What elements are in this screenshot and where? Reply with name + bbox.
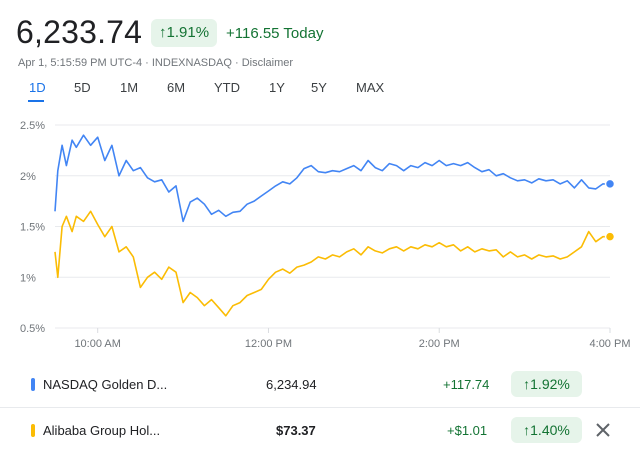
tab-6m[interactable]: 6M bbox=[167, 80, 186, 95]
arrow-up-icon: ↑ bbox=[159, 24, 167, 41]
series-swatch bbox=[31, 424, 35, 437]
tab-1y[interactable]: 1Y bbox=[269, 80, 285, 95]
holding-change-abs: +117.74 bbox=[443, 377, 490, 392]
holding-name: Alibaba Group Hol... bbox=[43, 423, 161, 438]
tab-max[interactable]: MAX bbox=[356, 80, 385, 95]
row-divider bbox=[0, 407, 640, 408]
range-tabs: 1D 5D 1M 6M YTD 1Y 5Y MAX bbox=[0, 80, 640, 102]
holding-change-badge: ↑1.92% bbox=[511, 371, 582, 397]
arrow-up-icon: ↑ bbox=[523, 422, 531, 438]
tab-5d[interactable]: 5D bbox=[74, 80, 91, 95]
y-tick-label: 1% bbox=[20, 272, 36, 284]
x-tick-label: 4:00 PM bbox=[590, 338, 631, 350]
y-tick-label: 2% bbox=[20, 171, 36, 183]
active-tab-indicator bbox=[28, 100, 44, 102]
change-percent-badge: ↑1.91% bbox=[151, 19, 218, 47]
y-tick-label: 2.5% bbox=[20, 120, 45, 132]
series-line-0 bbox=[54, 134, 610, 223]
comparison-chart[interactable]: 2.5% 2% 1.5% 1% 0.5% 10:00 AM 12:00 PM 2:00 PM 4… bbox=[0, 110, 640, 360]
holding-value: 6,234.94 bbox=[266, 377, 317, 392]
tab-ytd[interactable]: YTD bbox=[214, 80, 240, 95]
arrow-up-icon: ↑ bbox=[523, 376, 531, 392]
x-tick-label: 12:00 PM bbox=[245, 338, 292, 350]
holding-change-abs: +$1.01 bbox=[447, 423, 488, 438]
quote-meta: Apr 1, 5:15:59 PM UTC-4 · INDEXNASDAQ · … bbox=[18, 57, 294, 69]
change-today: +116.55 Today bbox=[226, 25, 324, 42]
close-icon[interactable] bbox=[594, 421, 612, 439]
tab-5y[interactable]: 5Y bbox=[311, 80, 327, 95]
tab-1m[interactable]: 1M bbox=[120, 80, 139, 95]
holding-change-pct: 1.92% bbox=[530, 376, 570, 392]
holding-name: NASDAQ Golden D... bbox=[43, 377, 168, 392]
series-line-1 bbox=[54, 210, 610, 317]
current-price: 6,233.74 bbox=[16, 14, 143, 50]
change-percent: 1.91% bbox=[166, 24, 210, 41]
series-swatch bbox=[31, 378, 35, 391]
y-tick-label: 1.5% bbox=[20, 222, 45, 234]
y-tick-label: 0.5% bbox=[20, 323, 45, 335]
series-endpoint-1 bbox=[604, 231, 616, 242]
holding-change-pct: 1.40% bbox=[530, 422, 570, 438]
x-tick-label: 2:00 PM bbox=[419, 338, 460, 350]
series-endpoint-0 bbox=[604, 178, 616, 190]
comparison-row-alibaba[interactable]: Alibaba Group Hol... $73.37 +$1.01 ↑1.40… bbox=[0, 410, 640, 450]
comparison-row-nasdaq[interactable]: NASDAQ Golden D... 6,234.94 +117.74 ↑1.9… bbox=[0, 364, 640, 404]
x-tick-label: 10:00 AM bbox=[74, 338, 120, 350]
holding-change-badge: ↑1.40% bbox=[511, 417, 582, 443]
tab-1d[interactable]: 1D bbox=[29, 80, 46, 95]
holding-value: $73.37 bbox=[276, 423, 316, 438]
